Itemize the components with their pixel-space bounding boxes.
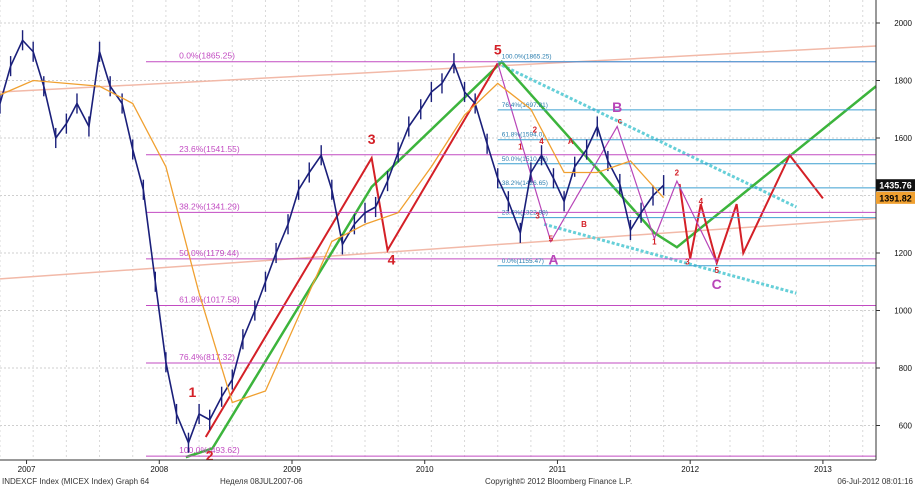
wave-label: A bbox=[568, 137, 574, 146]
moving-average-line bbox=[0, 79, 665, 404]
fib-label-right: 0.0%(1155.47) bbox=[502, 258, 544, 265]
wave-label: 5 bbox=[715, 266, 720, 275]
x-tick-label: 2011 bbox=[549, 465, 567, 474]
footer-text: Copyright© 2012 Bloomberg Finance L.P. bbox=[485, 477, 632, 486]
wave-label: 3 bbox=[535, 212, 540, 221]
down-channel-upper bbox=[497, 61, 798, 209]
wave-label: A bbox=[548, 252, 558, 268]
footer-text: 06-Jul-2012 08:01:16 bbox=[837, 477, 913, 486]
wave-label: 5 bbox=[549, 235, 554, 244]
y-tick-label: 800 bbox=[899, 364, 913, 373]
wave-label: 1 bbox=[652, 237, 657, 246]
projected-wave-path bbox=[678, 153, 824, 267]
lower-trend-guide bbox=[0, 217, 877, 280]
x-tick-label: 2009 bbox=[283, 465, 301, 474]
wave-label: 4 bbox=[539, 137, 544, 146]
fib-label-right: 76.4%(1697.81) bbox=[502, 102, 548, 109]
y-tick-label: 1000 bbox=[894, 307, 912, 316]
price-badges: 1435.76 1391.82 bbox=[876, 179, 915, 204]
y-tick-label: 1200 bbox=[894, 249, 912, 258]
wave-label: 1 bbox=[189, 384, 197, 400]
x-tick-label: 2008 bbox=[150, 465, 168, 474]
fib-label-left: 23.6%(1541.55) bbox=[179, 144, 240, 154]
wave-label: 2 bbox=[533, 125, 538, 134]
footer-text: Неделя 08JUL2007-06 bbox=[220, 477, 303, 486]
fibonacci-levels: 0.0%(1865.25) 23.6%(1541.55) 38.2%(1341.29… bbox=[146, 51, 876, 457]
trend-lines bbox=[0, 45, 877, 459]
wave-label: 5 bbox=[494, 42, 502, 58]
wave-label: B bbox=[581, 220, 587, 229]
y-tick-label: 600 bbox=[899, 422, 913, 431]
price-badge-bg bbox=[876, 179, 915, 192]
price-badge-label: 1435.76 bbox=[879, 181, 912, 191]
wave-label: 4 bbox=[388, 252, 396, 268]
y-tick-label: 2000 bbox=[894, 19, 912, 28]
upper-trend-guide bbox=[0, 45, 877, 93]
price-series-group bbox=[0, 30, 665, 453]
fib-label-left: 50.0%(1179.44) bbox=[179, 248, 239, 258]
impulse-wave-path bbox=[204, 62, 499, 438]
y-tick-label: 1800 bbox=[894, 77, 912, 86]
x-tick-label: 2010 bbox=[416, 465, 434, 474]
wave-label: 3 bbox=[685, 258, 690, 267]
correction-wave-path bbox=[497, 63, 718, 264]
x-tick-label: 2012 bbox=[681, 465, 699, 474]
wave-label: C bbox=[712, 276, 722, 292]
wave-label: 2 bbox=[675, 168, 680, 177]
chart-footer: INDEXCF Index (MICEX Index) Graph 64 Неде… bbox=[2, 477, 914, 486]
fib-label-right: 38.2%(1426.65) bbox=[502, 180, 548, 187]
price-badge-label: 1391.82 bbox=[879, 193, 912, 203]
y-tick-label: 1600 bbox=[894, 134, 912, 143]
wave-label: 1 bbox=[518, 143, 523, 152]
wave-label: c bbox=[618, 117, 623, 126]
fib-label-left: 76.4%(817.32) bbox=[179, 352, 235, 362]
x-tick-label: 2007 bbox=[18, 465, 36, 474]
wave-label: 3 bbox=[368, 131, 376, 147]
fib-label-right: 100.0%(1865.25) bbox=[502, 54, 552, 61]
fib-label-right: 50.0%(1510.36) bbox=[502, 156, 548, 163]
fib-label-right: 61.8%(1594.0) bbox=[502, 132, 545, 139]
x-tick-label: 2013 bbox=[814, 465, 832, 474]
fib-label-left: 61.8%(1017.58) bbox=[179, 294, 240, 304]
price-badge-bg bbox=[876, 191, 915, 204]
wave-labels: 1 2 3 4 5 A B C 1 2 3 4 5 A Bc 1 2 3 4 5 bbox=[189, 42, 722, 464]
wave-label: B bbox=[612, 99, 622, 115]
wave-label: 4 bbox=[699, 197, 704, 206]
fib-label-right: 23.6%(1322.98) bbox=[502, 210, 548, 217]
wave-label: 2 bbox=[206, 448, 214, 464]
fib-label-left: 38.2%(1341.29) bbox=[179, 201, 240, 211]
footer-text: INDEXCF Index (MICEX Index) Graph 64 bbox=[2, 477, 150, 486]
fib-label-left: 100.0%(493.62) bbox=[179, 445, 240, 455]
fib-label-left: 0.0%(1865.25) bbox=[179, 51, 235, 61]
